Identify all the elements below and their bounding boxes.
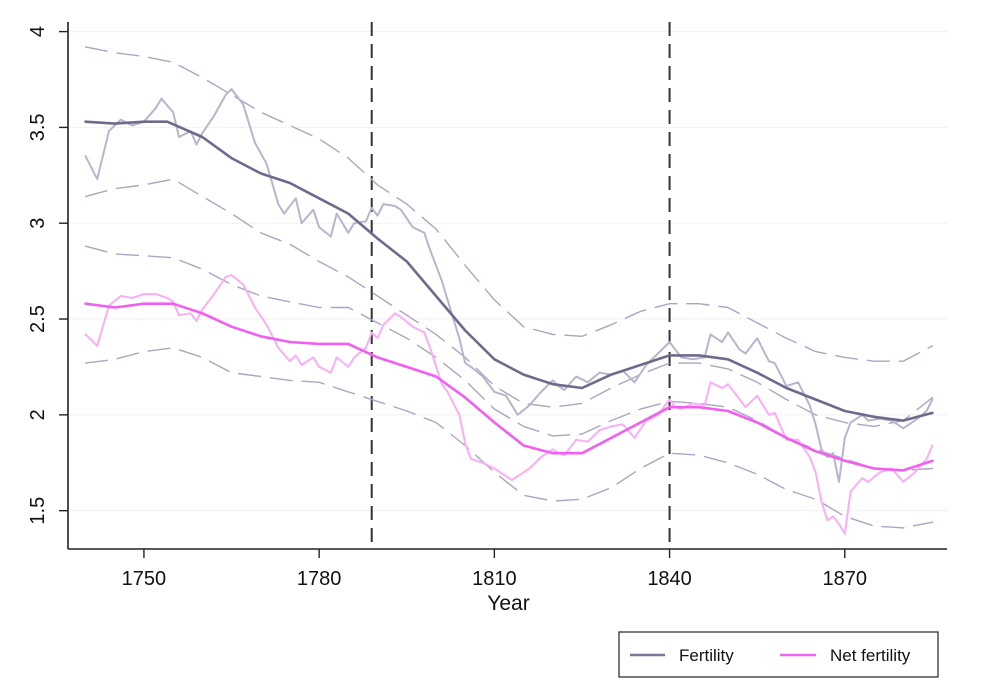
series-net-fertility-smoothed [84, 302, 934, 472]
reference-lines [370, 22, 671, 549]
legend-label-fertility: Fertility [679, 646, 734, 665]
series-net-fertility-annual [84, 274, 934, 535]
x-ticks: 1750 1780 1810 1840 1870 [122, 549, 867, 590]
series-net-fertility-upper-ci [84, 245, 934, 472]
y-tick-label: 3 [27, 218, 49, 229]
axes [67, 22, 947, 550]
y-tick-label: 2.5 [27, 305, 49, 333]
series-fertility-lower-ci [84, 178, 934, 428]
x-tick-label: 1750 [122, 568, 167, 590]
x-tick-label: 1810 [472, 568, 517, 590]
x-tick-label: 1780 [297, 568, 342, 590]
series-fertility-annual [84, 88, 934, 483]
legend: Fertility Net fertility [618, 631, 939, 678]
y-ticks: 1.5 2 2.5 3 3.5 4 [27, 26, 68, 525]
series-net-fertility-lower-ci [84, 347, 934, 529]
y-tick-label: 2 [27, 409, 49, 420]
grid-layer [68, 31, 947, 512]
y-tick-label: 3.5 [27, 113, 49, 141]
x-axis-title: Year [487, 592, 529, 615]
legend-box [618, 631, 939, 678]
x-tick-label: 1870 [823, 568, 868, 590]
y-tick-label: 4 [27, 26, 49, 37]
x-tick-label: 1840 [647, 568, 692, 590]
legend-label-net-fertility: Net fertility [830, 646, 911, 665]
series-fertility-smoothed [84, 120, 934, 422]
series-layer [84, 46, 934, 535]
y-tick-label: 1.5 [27, 497, 49, 525]
series-fertility-upper-ci [84, 46, 934, 362]
